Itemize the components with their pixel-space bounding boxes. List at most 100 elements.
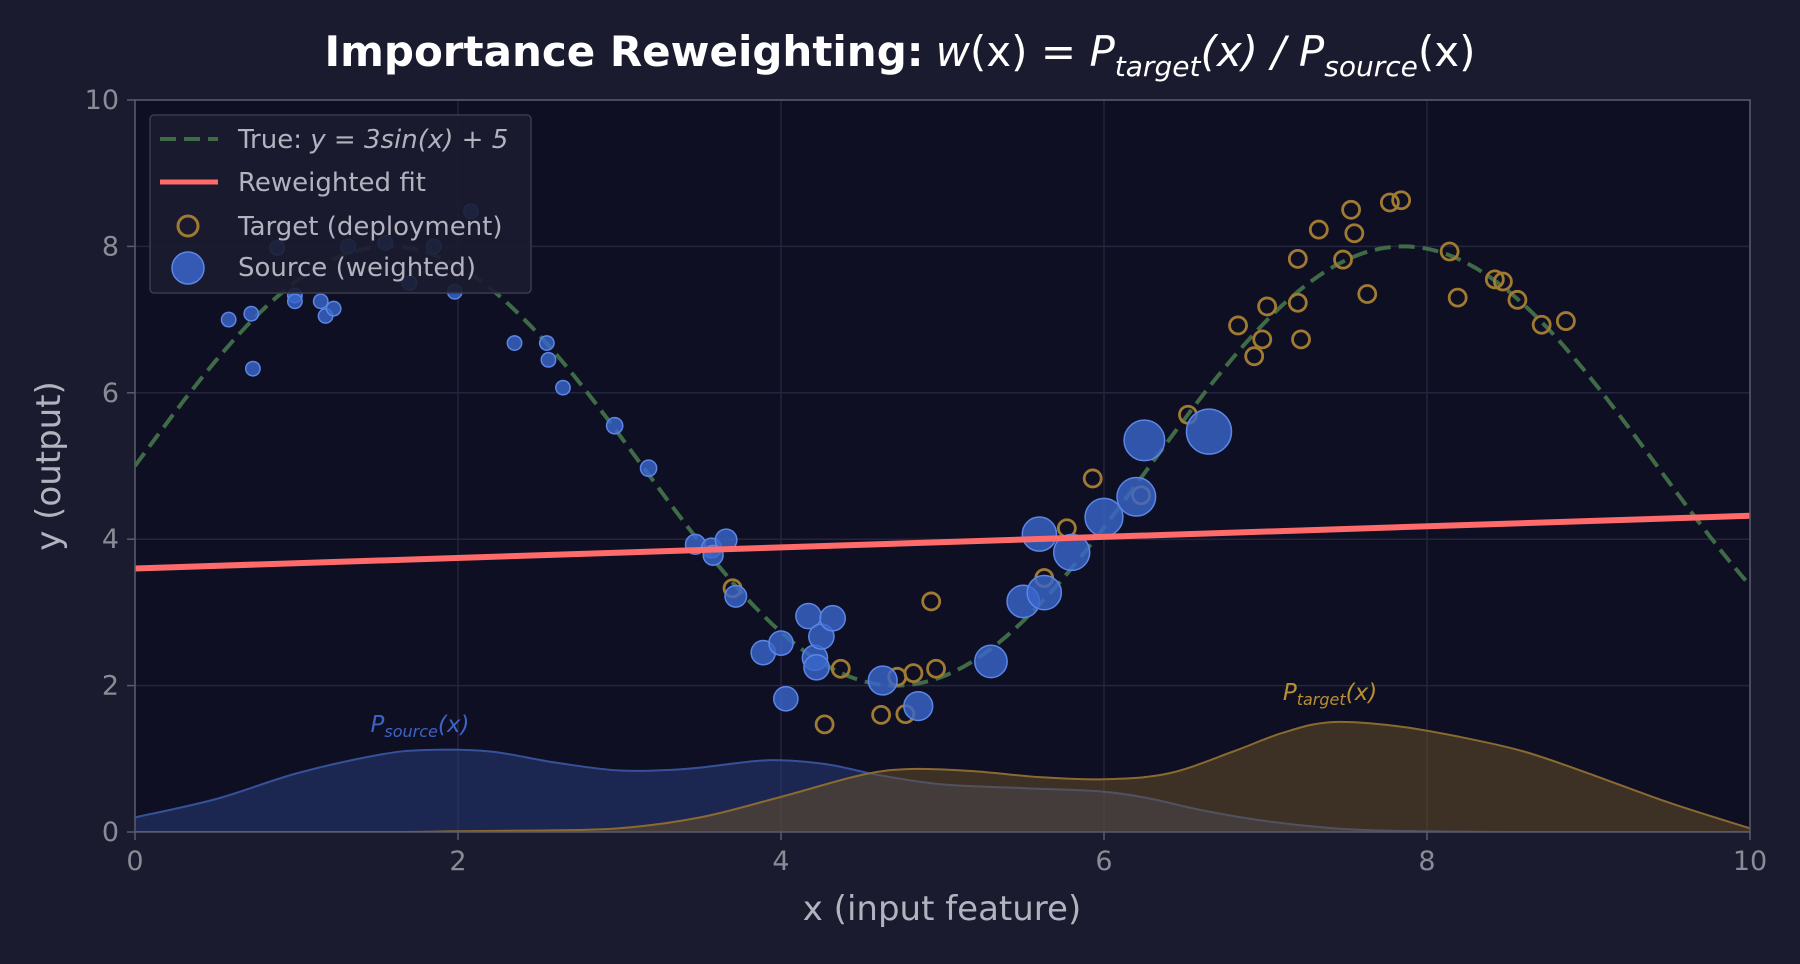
target-point [1287,248,1308,269]
target-point [1391,190,1412,211]
legend-true-label-prefix: True: [237,125,310,155]
source-point [1084,497,1124,537]
source-density-label-main: P [371,712,385,738]
target-point [1439,241,1460,262]
target-density-label-main: P [1283,680,1297,706]
y-tick-label: 0 [102,817,119,848]
chart-title-formula-target-sub: target [1115,50,1202,83]
chart-title-formula-arg: (x) [970,27,1028,76]
source-point [312,293,329,310]
target-point [1447,287,1468,308]
x-tick-label: 8 [1418,846,1435,877]
source-point [1123,419,1166,462]
source-point [903,690,934,722]
target-point [1341,199,1361,220]
target-point [1252,329,1273,350]
source-point [1185,408,1233,455]
source-density-label-sub: source [384,722,438,741]
legend-true-label-formula: y = 3sin(x) + 5 [309,125,508,155]
target-point [926,658,946,679]
target-point [1493,271,1513,292]
target-point [1244,346,1265,367]
source-point [540,351,557,368]
chart-title-formula-source-sub: source [1324,50,1418,83]
legend-fit-label: Reweighted fit [238,168,426,198]
chart-title-formula-w: w [936,27,971,76]
target-point [1308,219,1329,240]
target-point [1357,284,1378,304]
chart-title-formula-post: (x) [1418,27,1476,76]
chart-title: Importance Reweighting: w(x) = Ptarget(x)… [325,27,1476,83]
target-point [1484,269,1505,290]
target-point [1228,315,1248,336]
source-point [974,644,1008,679]
target-density-label-sub: target [1297,690,1347,709]
source-point [286,293,303,310]
target-density-area [135,721,1750,832]
source-point [867,665,898,696]
x-tick-label: 4 [772,846,789,877]
source-points [220,203,1233,722]
y-tick-label: 8 [102,231,119,262]
chart-title-formula-slash: (x) / P [1200,27,1324,76]
source-density-label: Psource(x) [371,712,470,741]
density-curves [135,720,1750,832]
target-point [1379,192,1400,213]
x-tick-label: 0 [126,846,143,877]
target-point [1287,292,1308,313]
target-density-label-tail: (x) [1346,680,1378,706]
target-point [1257,296,1278,317]
x-tick-label: 6 [1095,846,1112,877]
source-point [768,630,794,656]
target-point [1531,314,1552,335]
source-point [1116,476,1157,517]
y-tick-label: 10 [85,85,119,116]
source-point [244,360,261,377]
source-point [555,379,571,396]
fit-layer [135,512,1750,572]
source-point [243,305,260,322]
target-point [1333,249,1353,270]
target-point [1555,311,1576,331]
source-point [803,653,830,681]
reweighted-fit-line [135,512,1750,572]
chart-title-formula-eq: = P [1028,27,1116,76]
source-density-label-tail: (x) [438,712,470,738]
target-density-line [135,720,1750,832]
legend-target-label: Target (deployment) [237,212,503,242]
axis-ticks: 0 2 4 6 8 10 0 2 4 6 8 10 [85,85,1768,877]
legend-source-swatch [171,251,205,285]
target-density-label: Ptarget(x) [1283,680,1377,709]
source-point [605,416,624,435]
source-point [639,459,658,478]
legend-box [149,114,532,294]
source-point [724,584,748,608]
legend-target-swatch [176,214,200,238]
y-tick-label: 2 [102,671,119,702]
target-point [903,663,924,684]
target-point [1291,329,1311,350]
source-point [772,685,799,712]
source-point [506,335,523,351]
target-point [1344,223,1365,244]
legend-source-label: Source (weighted) [238,253,476,283]
source-point [538,335,555,351]
source-point [325,300,342,317]
chart-title-prefix: Importance Reweighting: [325,27,924,76]
y-axis-label: y (output) [29,381,69,551]
source-point [1021,516,1058,552]
target-point [814,714,835,735]
y-tick-label: 6 [102,378,119,409]
target-point [871,704,892,725]
y-tick-label: 4 [102,524,119,555]
target-point [1507,289,1528,310]
plot-frame [134,99,1751,833]
source-point [220,311,237,328]
source-point [1052,533,1091,572]
target-point [921,591,942,612]
legend: True: y = 3sin(x) + 5 Reweighted fit Tar… [149,114,532,294]
source-point [819,604,847,632]
x-tick-label: 2 [449,846,466,877]
